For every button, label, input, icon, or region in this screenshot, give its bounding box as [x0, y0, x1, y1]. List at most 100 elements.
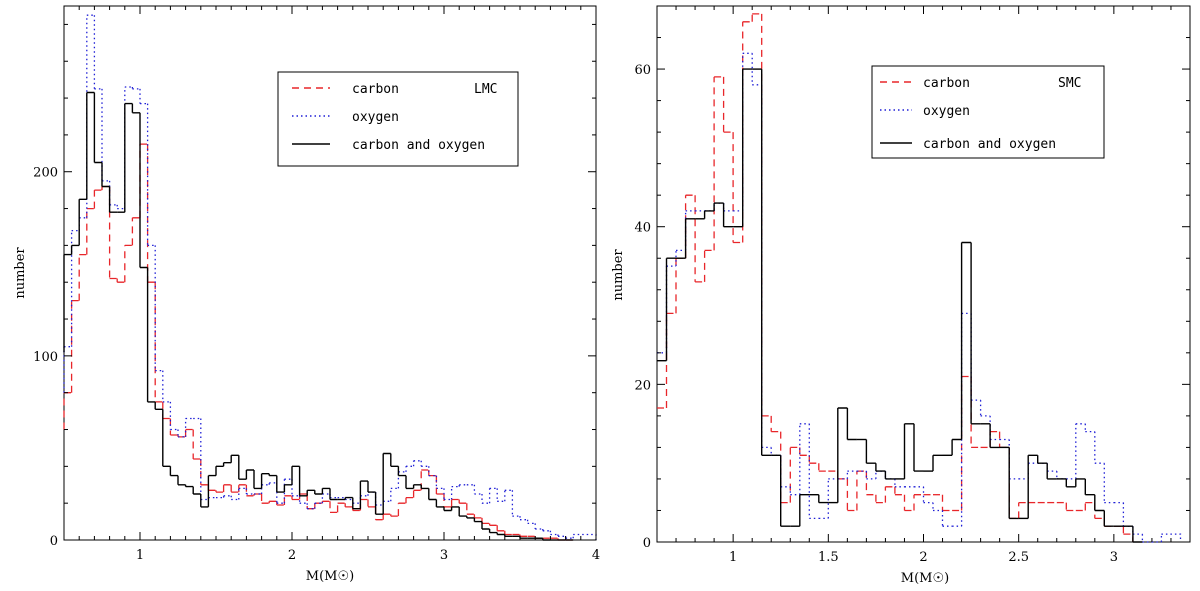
lmc-bin-carbon-and-oxygen-31	[291, 465, 300, 485]
smc-bin-oxygen-53	[1160, 533, 1182, 542]
lmc-bin-carbon-43	[382, 513, 391, 520]
smc-bin-oxygen-18	[827, 478, 838, 519]
lmc-bin-oxygen-49	[428, 466, 437, 477]
smc-bin-carbon-38	[1018, 501, 1029, 519]
lmc-bin-carbon-and-oxygen-42	[374, 492, 384, 515]
lmc-bin-carbon-and-oxygen-43	[382, 452, 391, 515]
lmc-bin-oxygen-39	[352, 499, 361, 504]
lmc-bin-oxygen-10	[131, 87, 140, 90]
lmc-bin-oxygen-46	[405, 465, 414, 472]
lmc-bin-carbon-15	[169, 418, 178, 436]
smc-x-axis-label: M(M☉)	[901, 571, 949, 586]
lmc-bin-carbon-41	[367, 499, 376, 508]
lmc-bin-carbon-28	[268, 500, 277, 504]
smc-bin-carbon-3	[684, 194, 696, 259]
lmc-bin-carbon-61	[519, 534, 528, 537]
lmc-bin-carbon-and-oxygen-46	[405, 475, 414, 490]
lmc-bin-oxygen-50	[435, 475, 444, 490]
lmc-bin-carbon-and-oxygen-3	[78, 198, 87, 246]
smc-legend-label-oxygen: oxygen	[923, 104, 970, 119]
lmc-bin-carbon-8	[116, 278, 125, 283]
lmc-bin-carbon-13	[154, 282, 163, 403]
smc-y-tick-label: 20	[634, 378, 651, 393]
lmc-bin-carbon-and-oxygen-33	[306, 489, 315, 496]
lmc-bin-oxygen-45	[397, 471, 406, 489]
lmc-bin-carbon-57	[488, 523, 498, 526]
smc-bin-carbon-and-oxygen-40	[1037, 455, 1048, 464]
smc-bin-oxygen-41	[1046, 463, 1057, 472]
lmc-bin-oxygen-63	[534, 523, 543, 530]
lmc-y-tick-label: 100	[33, 350, 58, 365]
smc-bin-carbon-13	[780, 431, 791, 504]
smc-bin-carbon-and-oxygen-3	[684, 218, 696, 259]
lmc-bin-carbon-and-oxygen-35	[321, 487, 330, 494]
smc-x-tick-label: 2.5	[1008, 550, 1029, 565]
smc-bin-carbon-and-oxygen-20	[846, 408, 857, 441]
lmc-legend: carbon LMC oxygen carbon and oxygen	[277, 71, 519, 167]
smc-bin-carbon-4	[694, 195, 705, 283]
lmc-bin-carbon-and-oxygen-25	[245, 469, 254, 480]
lmc-bin-oxygen-51	[443, 488, 452, 501]
lmc-bin-oxygen-15	[169, 401, 178, 431]
smc-bin-oxygen-9	[742, 52, 753, 211]
smc-bin-carbon-and-oxygen-22	[865, 439, 876, 464]
smc-bin-oxygen-42	[1056, 471, 1067, 480]
lmc-bin-oxygen-34	[314, 502, 323, 509]
smc-x-tick-label: 1.5	[818, 550, 839, 565]
smc-bin-carbon-and-oxygen-19	[837, 407, 848, 503]
lmc-bin-carbon-4	[86, 207, 95, 255]
lmc-bin-carbon-5	[93, 189, 102, 209]
smc-bin-carbon-and-oxygen-45	[1084, 478, 1095, 496]
smc-bin-carbon-47	[1103, 518, 1114, 527]
lmc-series-oxygen	[63, 14, 597, 540]
lmc-bin-oxygen-56	[481, 494, 490, 504]
lmc-bin-carbon-and-oxygen-27	[260, 473, 270, 489]
smc-y-tick-label: 60	[634, 63, 651, 78]
smc-bin-carbon-and-oxygen-35	[989, 423, 1000, 449]
lmc-bin-oxygen-58	[496, 488, 505, 502]
lmc-bin-carbon-and-oxygen-64	[542, 538, 551, 541]
lmc-bin-carbon-18	[192, 429, 201, 460]
lmc-bin-carbon-19	[200, 459, 209, 486]
lmc-bin-carbon-and-oxygen-32	[298, 466, 308, 497]
lmc-bin-carbon-and-oxygen-19	[200, 494, 209, 508]
lmc-bin-oxygen-25	[245, 488, 254, 495]
lmc-bin-oxygen-42	[374, 492, 384, 506]
lmc-bin-oxygen-9	[124, 86, 133, 209]
lmc-bin-carbon-and-oxygen-58	[496, 532, 505, 536]
smc-bin-oxygen-3	[684, 210, 696, 251]
smc-bin-carbon-10	[751, 13, 762, 22]
lmc-bin-oxygen-61	[519, 516, 528, 521]
lmc-bin-carbon-and-oxygen-23	[230, 454, 239, 463]
smc-bin-carbon-20	[846, 478, 857, 512]
lmc-bin-oxygen-13	[154, 245, 163, 372]
lmc-bin-carbon-and-oxygen-6	[101, 162, 110, 188]
lmc-bin-carbon-59	[504, 530, 513, 536]
smc-bin-carbon-and-oxygen-13	[780, 455, 791, 527]
lmc-bin-oxygen-23	[230, 495, 239, 501]
lmc-bin-oxygen-16	[177, 429, 186, 438]
lmc-bin-carbon-and-oxygen-51	[443, 506, 452, 512]
lmc-bin-oxygen-66	[557, 534, 566, 537]
lmc-bin-carbon-and-oxygen-9	[124, 102, 133, 213]
lmc-bin-carbon-11	[139, 143, 148, 218]
lmc-bin-oxygen-48	[420, 460, 429, 467]
lmc-bin-carbon-48	[420, 469, 429, 491]
lmc-bin-carbon-22	[222, 484, 232, 493]
lmc-bin-carbon-35	[321, 500, 330, 504]
lmc-bin-oxygen-60	[511, 490, 520, 517]
smc-bin-carbon-and-oxygen-43	[1065, 478, 1076, 488]
lmc-bin-carbon-and-oxygen-15	[169, 466, 178, 477]
smc-bin-carbon-27	[913, 494, 924, 511]
smc-bin-carbon-and-oxygen-39	[1027, 454, 1038, 519]
lmc-bin-carbon-and-oxygen-52	[450, 506, 460, 511]
lmc-bin-carbon-and-oxygen-55	[473, 517, 482, 523]
lmc-bin-oxygen-55	[473, 484, 482, 495]
smc-bin-carbon-2	[675, 257, 686, 314]
smc-bin-carbon-33	[970, 376, 981, 449]
lmc-bin-carbon-and-oxygen-40	[359, 480, 368, 509]
lmc-bin-oxygen-62	[526, 519, 536, 525]
lmc-bin-oxygen-17	[184, 417, 194, 437]
lmc-bin-oxygen-3	[78, 217, 87, 231]
smc-bin-carbon-and-oxygen-6	[713, 202, 724, 211]
